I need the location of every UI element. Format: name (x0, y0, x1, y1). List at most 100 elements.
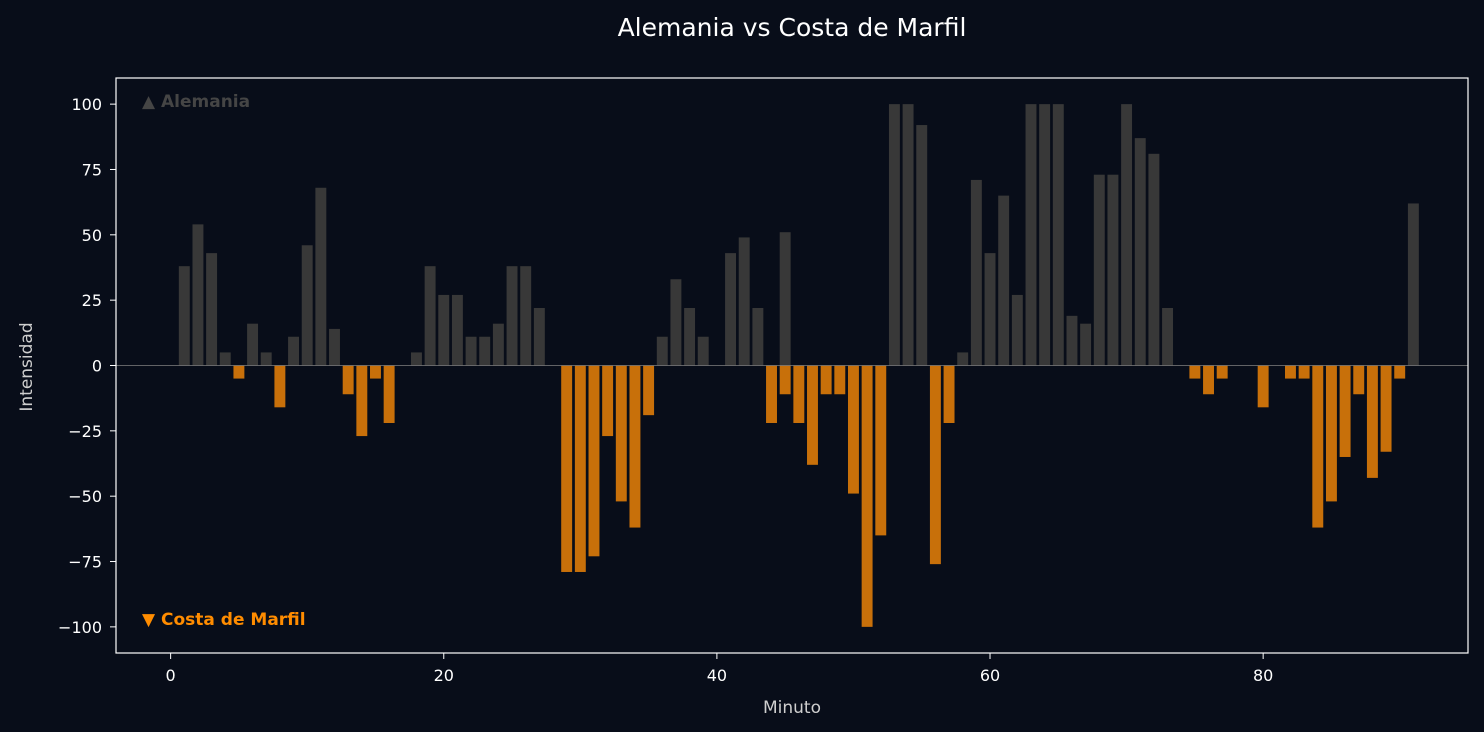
bar-alemania-min-63 (1025, 104, 1037, 366)
bar-alemania-min-60 (984, 253, 996, 366)
bar-costa-de-marfil-min-76 (1203, 365, 1214, 395)
x-tick-label-60: 60 (980, 666, 1000, 685)
bar-alemania-min-65 (1052, 104, 1064, 366)
bar-alemania-min-61 (998, 195, 1010, 366)
bar-costa-de-marfil-min-5 (233, 365, 245, 379)
bar-costa-de-marfil-min-82 (1285, 365, 1296, 379)
bar-alemania-min-62 (1011, 294, 1023, 366)
bar-alemania-min-66 (1066, 315, 1078, 366)
y-tick-label--25: −25 (68, 422, 102, 441)
y-tick-label-100: 100 (71, 95, 102, 114)
x-axis: 0 20 40 60 80 (166, 653, 1273, 685)
bar-alemania-min-70 (1121, 104, 1133, 366)
y-tick-label-75: 75 (82, 160, 102, 179)
bar-costa-de-marfil-min-57 (943, 365, 955, 423)
bar-costa-de-marfil-min-46 (793, 365, 805, 423)
bar-alemania-min-41 (725, 253, 737, 366)
bar-alemania-min-7 (260, 352, 272, 366)
bar-alemania-min-64 (1039, 104, 1051, 366)
bar-alemania-min-18 (410, 352, 422, 366)
bar-alemania-min-59 (970, 179, 982, 366)
bar-alemania-min-68 (1093, 174, 1105, 366)
bar-alemania-min-21 (451, 294, 463, 366)
x-tick-label-20: 20 (434, 666, 454, 685)
x-tick-label-0: 0 (166, 666, 176, 685)
bar-alemania-min-26 (520, 266, 532, 366)
bar-costa-de-marfil-min-84 (1312, 365, 1324, 528)
bar-alemania-min-25 (506, 266, 518, 366)
bar-alemania-min-23 (479, 336, 491, 366)
bar-alemania-min-9 (288, 336, 299, 366)
bar-alemania-min-38 (684, 308, 696, 366)
bar-alemania-min-91 (1407, 203, 1419, 366)
bar-alemania-min-11 (315, 187, 327, 366)
legend-costa-de-marfil: ▼ Costa de Marfil (142, 610, 306, 630)
bar-alemania-min-43 (752, 308, 764, 366)
bar-alemania-min-58 (957, 352, 969, 366)
bars-group (116, 104, 1468, 627)
bar-costa-de-marfil-min-50 (847, 365, 859, 494)
bar-costa-de-marfil-min-80 (1257, 365, 1269, 408)
bar-costa-de-marfil-min-49 (834, 365, 846, 395)
bar-alemania-min-72 (1148, 153, 1160, 366)
y-tick-label--100: −100 (58, 618, 102, 637)
y-tick-label-0: 0 (92, 357, 102, 376)
bar-costa-de-marfil-min-33 (615, 365, 627, 502)
y-axis: 100 75 50 25 0 −25 −50 −75 −100 (58, 95, 116, 637)
bar-alemania-min-12 (329, 328, 340, 366)
bar-costa-de-marfil-min-31 (588, 365, 600, 557)
bar-costa-de-marfil-min-29 (561, 365, 573, 572)
bar-costa-de-marfil-min-90 (1394, 365, 1406, 379)
bar-alemania-min-71 (1134, 138, 1146, 366)
bar-costa-de-marfil-min-88 (1366, 365, 1378, 478)
bar-alemania-min-36 (656, 336, 668, 366)
bar-alemania-min-1 (178, 266, 190, 366)
bar-costa-de-marfil-min-35 (643, 365, 655, 416)
bar-costa-de-marfil-min-8 (274, 365, 286, 408)
bar-alemania-min-54 (902, 104, 914, 366)
bar-costa-de-marfil-min-77 (1216, 365, 1228, 379)
y-tick-label--75: −75 (68, 553, 102, 572)
bar-costa-de-marfil-min-51 (861, 365, 873, 627)
bar-costa-de-marfil-min-87 (1353, 365, 1365, 395)
x-tick-label-80: 80 (1253, 666, 1273, 685)
bar-costa-de-marfil-min-89 (1380, 365, 1392, 452)
bar-alemania-min-69 (1107, 174, 1119, 366)
bar-alemania-min-42 (738, 237, 750, 366)
bar-costa-de-marfil-min-16 (383, 365, 395, 423)
bar-costa-de-marfil-min-75 (1189, 365, 1201, 379)
bar-alemania-min-39 (697, 336, 709, 366)
bar-costa-de-marfil-min-14 (356, 365, 368, 437)
bar-alemania-min-73 (1162, 308, 1174, 366)
bar-alemania-min-55 (916, 125, 928, 366)
bar-costa-de-marfil-min-86 (1339, 365, 1351, 457)
y-tick-label-25: 25 (82, 291, 102, 310)
bar-costa-de-marfil-min-32 (602, 365, 614, 437)
bar-alemania-min-37 (670, 279, 682, 366)
bar-alemania-min-67 (1080, 323, 1092, 366)
bar-alemania-min-20 (438, 294, 450, 366)
bar-costa-de-marfil-min-85 (1325, 365, 1337, 502)
bar-costa-de-marfil-min-56 (929, 365, 941, 565)
bar-costa-de-marfil-min-47 (807, 365, 818, 465)
bar-costa-de-marfil-min-52 (875, 365, 887, 536)
axes-frame (115, 77, 1469, 654)
bar-costa-de-marfil-min-30 (574, 365, 586, 572)
legend-alemania: ▲ Alemania (142, 92, 250, 112)
bar-costa-de-marfil-min-34 (629, 365, 641, 528)
bar-alemania-min-19 (424, 266, 436, 366)
bar-alemania-min-3 (206, 253, 218, 366)
bar-alemania-min-22 (465, 336, 477, 366)
chart-title: Alemania vs Costa de Marfil (618, 13, 967, 42)
bar-costa-de-marfil-min-13 (342, 365, 354, 395)
bar-costa-de-marfil-min-45 (779, 365, 791, 395)
bar-alemania-min-27 (533, 308, 545, 366)
bar-costa-de-marfil-min-83 (1298, 365, 1310, 379)
bar-alemania-min-4 (219, 352, 231, 366)
bar-alemania-min-6 (247, 323, 259, 366)
bar-costa-de-marfil-min-44 (766, 365, 777, 423)
bar-costa-de-marfil-min-48 (820, 365, 832, 395)
y-tick-label--50: −50 (68, 487, 102, 506)
